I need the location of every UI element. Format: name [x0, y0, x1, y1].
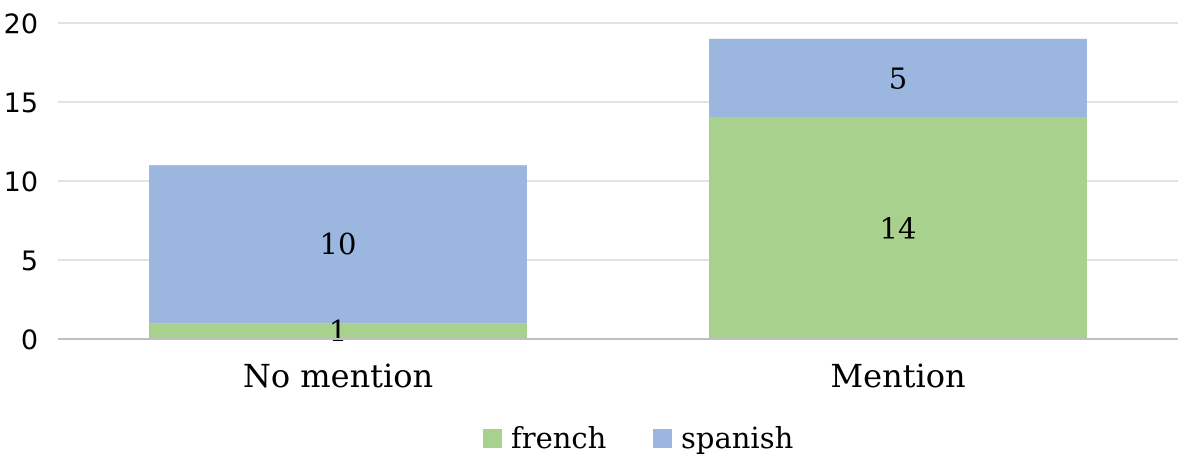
legend-swatch-french — [483, 429, 502, 448]
bars — [149, 38, 1087, 339]
legend-label-french: french — [511, 421, 606, 455]
y-tick-label: 15 — [4, 88, 38, 119]
legend-label-spanish: spanish — [681, 421, 793, 455]
x-axis-ticks: No mention Mention — [243, 357, 966, 395]
data-label: 1 — [329, 314, 347, 348]
y-tick-label: 5 — [21, 246, 38, 277]
data-label: 10 — [320, 227, 357, 261]
data-label: 5 — [889, 61, 907, 95]
data-label: 14 — [880, 211, 917, 245]
data-labels: 1 10 14 5 — [320, 61, 917, 348]
bar-spanish-no-mention — [149, 165, 527, 324]
bar-french-no-mention — [149, 323, 527, 339]
y-axis-ticks: 0 5 10 15 20 — [4, 9, 38, 356]
x-tick-label: Mention — [830, 357, 965, 395]
legend-swatch-spanish — [653, 429, 672, 448]
y-tick-label: 10 — [4, 167, 38, 198]
legend: french spanish — [483, 421, 793, 455]
y-tick-label: 20 — [4, 9, 38, 40]
y-tick-label: 0 — [21, 325, 38, 356]
bar-french-mention — [709, 117, 1087, 339]
x-tick-label: No mention — [243, 357, 433, 395]
bar-spanish-mention — [709, 38, 1087, 118]
